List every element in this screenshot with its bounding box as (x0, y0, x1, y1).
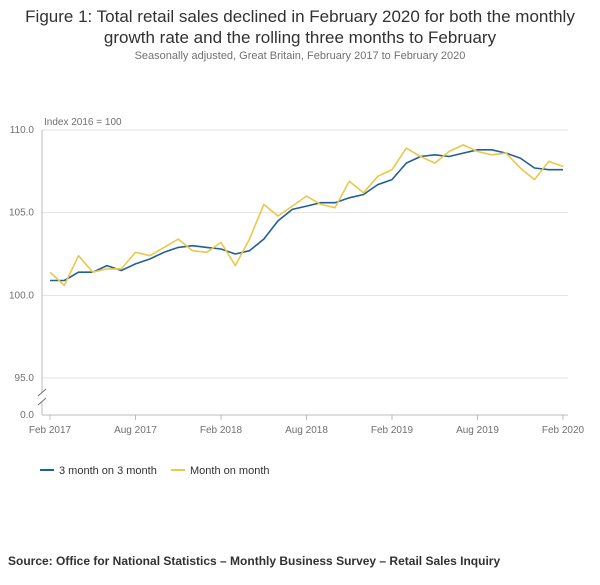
y-tick-label: 110.0 (10, 125, 35, 136)
y-axis-label: Index 2016 = 100 (44, 117, 122, 128)
chart-title-line-2: growth rate and the rolling three months… (103, 28, 497, 47)
axis-break-mark (37, 388, 47, 397)
axis-break-mark (37, 397, 47, 406)
x-tick-label: Feb 2017 (29, 425, 72, 436)
x-tick-label: Feb 2018 (200, 425, 243, 436)
chart-subtitle: Seasonally adjusted, Great Britain, Febr… (134, 50, 466, 62)
y-tick-label-zero: 0.0 (20, 410, 34, 421)
chart-title-line-1: Figure 1: Total retail sales declined in… (25, 7, 575, 26)
x-tick-label: Aug 2017 (114, 425, 157, 436)
chart-title: Figure 1: Total retail sales declined in… (0, 6, 600, 48)
grid-layer (42, 129, 568, 379)
x-tick-label: Feb 2020 (542, 425, 585, 436)
series-line-month-on-month (49, 144, 564, 287)
y-tick-label: 100.0 (9, 290, 34, 301)
source-note: Source: Office for National Statistics –… (8, 554, 501, 568)
legend: 3 month on 3 month Month on month (40, 465, 270, 477)
legend-label: 3 month on 3 month (59, 465, 157, 477)
y-tick-label: 95.0 (15, 373, 35, 384)
x-tick-label: Feb 2019 (371, 425, 414, 436)
y-tick-label: 105.0 (9, 208, 34, 219)
x-tick-label: Aug 2019 (456, 425, 499, 436)
legend-label: Month on month (190, 465, 270, 477)
series-layer (49, 144, 564, 287)
line-chart: 110.0 105.0 100.0 95.0 0.0 Index 2016 = 100 Fe… (9, 117, 585, 477)
axis-layer: 110.0 105.0 100.0 95.0 0.0 Index 2016 = 100 Fe… (9, 117, 585, 436)
series-line-3-month-on-3-month (50, 149, 563, 282)
x-tick-label: Aug 2018 (285, 425, 328, 436)
